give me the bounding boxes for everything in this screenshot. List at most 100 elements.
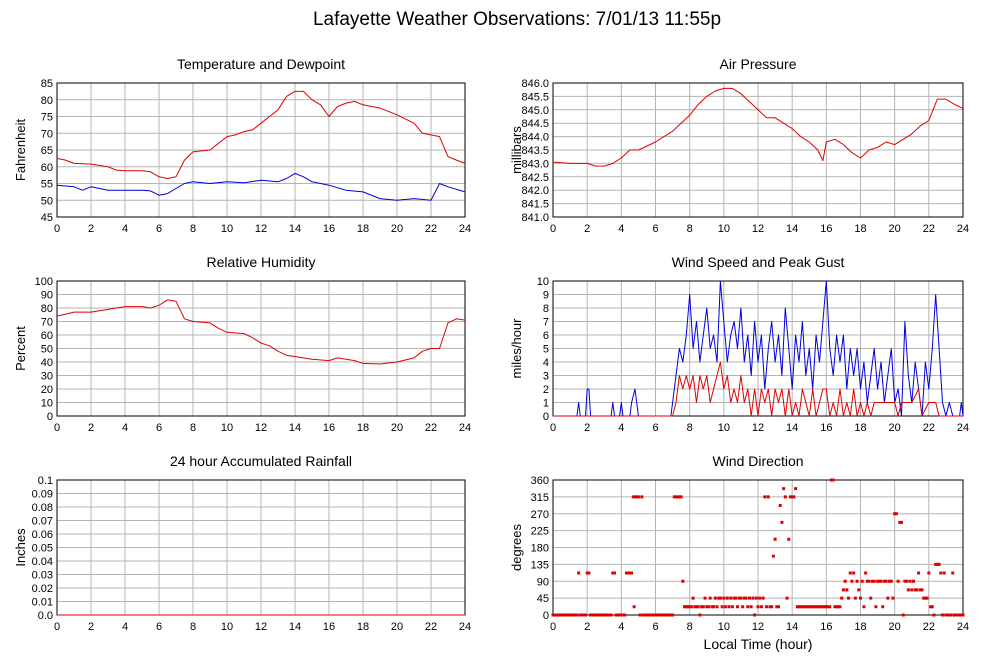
y-tick-label: 0 xyxy=(47,411,53,423)
panel-title-temp: Temperature and Dewpoint xyxy=(177,56,345,72)
data-point xyxy=(911,579,915,583)
x-tick-label: 24 xyxy=(459,621,471,633)
data-point xyxy=(744,596,748,600)
data-point xyxy=(599,613,603,617)
data-point xyxy=(684,605,688,609)
panel-title-wind-speed: Wind Speed and Peak Gust xyxy=(672,254,845,270)
panel-title-pressure: Air Pressure xyxy=(719,56,796,72)
data-point xyxy=(635,495,639,499)
data-point xyxy=(742,596,746,600)
data-point xyxy=(894,512,898,516)
data-point xyxy=(631,495,635,499)
y-tick-label: 846.0 xyxy=(521,78,549,90)
y-tick-label: 7 xyxy=(543,317,549,329)
y-tick-label: 0.04 xyxy=(32,556,53,568)
x-tick-label: 0 xyxy=(550,223,556,235)
data-point xyxy=(770,605,774,609)
data-point xyxy=(597,613,601,617)
data-point xyxy=(886,596,890,600)
data-point xyxy=(695,605,698,609)
data-point xyxy=(867,579,871,583)
data-point xyxy=(551,613,555,617)
data-point xyxy=(749,605,753,609)
y-tick-label: 85 xyxy=(41,78,53,90)
y-tick-label: 841.0 xyxy=(521,212,549,224)
x-tick-label: 20 xyxy=(391,621,403,633)
plot-frame-wind-direction xyxy=(552,479,964,616)
data-point xyxy=(891,596,895,600)
data-point xyxy=(843,579,847,583)
data-point xyxy=(840,596,844,600)
x-tick-label: 4 xyxy=(122,621,128,633)
data-point xyxy=(556,613,560,617)
data-point xyxy=(857,588,861,592)
x-tick-label: 18 xyxy=(357,621,369,633)
panel-title-humidity: Relative Humidity xyxy=(207,254,316,270)
data-point xyxy=(819,605,823,609)
x-tick-label: 22 xyxy=(425,621,437,633)
y-tick-label: 20 xyxy=(41,384,53,396)
data-point xyxy=(920,588,924,592)
data-point xyxy=(582,613,586,617)
x-tick-label: 16 xyxy=(820,223,832,235)
data-point xyxy=(860,579,864,583)
data-point xyxy=(572,613,575,617)
plot-frame-pressure xyxy=(552,82,964,218)
x-tick-label: 0 xyxy=(54,223,60,235)
x-tick-label: 16 xyxy=(820,422,832,434)
data-point xyxy=(698,613,702,617)
data-point xyxy=(934,562,938,566)
data-point xyxy=(763,495,767,499)
x-tick-label: 8 xyxy=(190,223,196,235)
data-point xyxy=(864,571,868,575)
y-tick-label: 1 xyxy=(543,398,549,410)
plot-frame-temp xyxy=(56,82,466,218)
data-point xyxy=(900,520,903,524)
x-tick-label: 16 xyxy=(323,223,335,235)
x-tick-label: 20 xyxy=(889,223,901,235)
x-tick-label: 10 xyxy=(221,621,233,633)
data-point xyxy=(923,596,927,600)
data-point xyxy=(958,613,962,617)
data-point xyxy=(780,520,784,524)
data-point xyxy=(794,487,798,491)
y-tick-label: 0.1 xyxy=(38,475,53,487)
data-point xyxy=(712,605,716,609)
x-tick-label: 14 xyxy=(786,621,798,633)
y-tick-label: 5 xyxy=(543,344,549,356)
data-point xyxy=(683,605,687,609)
data-point xyxy=(816,605,820,609)
x-tick-label: 20 xyxy=(889,621,901,633)
data-point xyxy=(590,613,594,617)
data-point xyxy=(554,613,558,617)
y-tick-label: 842.5 xyxy=(521,172,549,184)
data-point xyxy=(654,613,657,617)
y-tick-label: 315 xyxy=(531,492,549,504)
data-point xyxy=(773,537,777,541)
data-point xyxy=(618,613,622,617)
x-tick-label: 22 xyxy=(923,223,935,235)
x-tick-label: 16 xyxy=(820,621,832,633)
data-point xyxy=(809,605,813,609)
data-point xyxy=(657,613,661,617)
y-tick-label: 10 xyxy=(537,276,549,288)
data-point xyxy=(611,571,615,575)
series-line-pressure-0 xyxy=(552,87,964,167)
y-tick-label: 75 xyxy=(41,112,53,124)
y-tick-label: 90 xyxy=(537,576,549,588)
data-point xyxy=(659,613,663,617)
plot-frame-humidity xyxy=(56,280,466,417)
x-tick-label: 12 xyxy=(752,223,764,235)
data-point xyxy=(751,596,755,600)
data-point xyxy=(614,613,618,617)
data-point xyxy=(917,571,921,575)
data-point xyxy=(935,562,939,566)
data-point xyxy=(727,605,731,609)
data-point xyxy=(939,571,943,575)
data-point xyxy=(594,613,598,617)
data-point xyxy=(696,605,700,609)
data-point xyxy=(636,495,640,499)
data-point xyxy=(710,605,714,609)
x-tick-label: 12 xyxy=(255,223,267,235)
